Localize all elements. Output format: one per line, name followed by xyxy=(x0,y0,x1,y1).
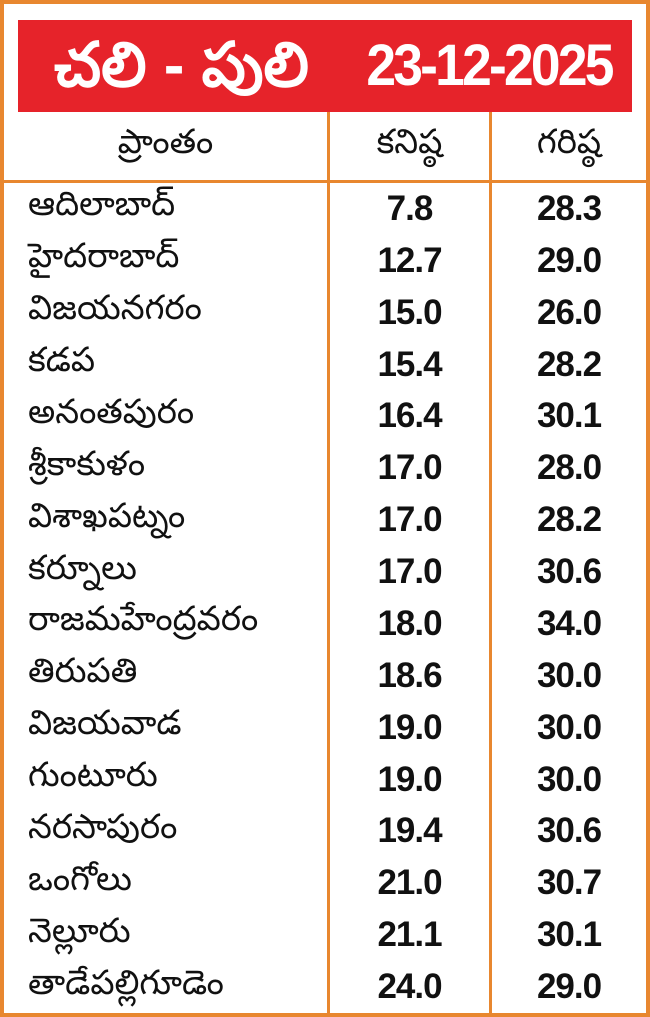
region-cell: తిరుపతి xyxy=(28,652,138,691)
region-cell: శ్రీకాకుళం xyxy=(28,444,146,483)
min-temp-cell: 19.0 xyxy=(327,701,489,754)
min-temp-cell: 17.0 xyxy=(327,442,489,495)
region-cell: విశాఖపట్నం xyxy=(28,496,186,535)
region-cell: తాడేపల్లిగూడెం xyxy=(28,963,224,1002)
min-temp-cell: 19.0 xyxy=(327,753,489,806)
min-temp-cell: 15.4 xyxy=(327,338,489,391)
max-temp-cell: 28.0 xyxy=(489,442,646,495)
min-temp-cell: 18.0 xyxy=(327,598,489,650)
column-header-region: ప్రాంతం xyxy=(4,112,327,183)
max-temp-cell: 30.6 xyxy=(489,805,646,858)
temperature-table: ప్రాంతం కనిష్ఠ గరిష్ఠ ఆదిలాబాద్ 7.8 28.3… xyxy=(4,112,646,1013)
header-banner: చలి - పులి 23-12-2025 xyxy=(18,20,632,112)
min-temp-cell: 24.0 xyxy=(327,961,489,1013)
region-cell: కర్నూలు xyxy=(28,548,137,587)
region-cell: నెల్లూరు xyxy=(28,911,131,950)
region-cell: హైదరాబాద్ xyxy=(28,237,180,276)
max-temp-cell: 30.6 xyxy=(489,546,646,598)
min-temp-cell: 18.6 xyxy=(327,649,489,702)
report-date: 23-12-2025 xyxy=(366,33,615,98)
max-temp-cell: 30.1 xyxy=(489,390,646,443)
min-temp-cell: 16.4 xyxy=(327,390,489,443)
max-temp-cell: 30.7 xyxy=(489,857,646,910)
max-temp-cell: 28.3 xyxy=(489,183,646,235)
region-cell: గుంటూరు xyxy=(28,756,158,795)
min-temp-cell: 21.0 xyxy=(327,857,489,910)
column-header-max: గరిష్ఠ xyxy=(489,112,646,183)
max-temp-cell: 30.0 xyxy=(489,701,646,754)
region-cell: నరసాపురం xyxy=(28,807,178,846)
region-cell: అనంతపురం xyxy=(28,392,195,431)
max-temp-cell: 34.0 xyxy=(489,598,646,650)
max-temp-cell: 28.2 xyxy=(489,494,646,547)
region-cell: ఒంగోలు xyxy=(28,859,132,898)
max-temp-cell: 30.1 xyxy=(489,909,646,962)
min-temp-cell: 7.8 xyxy=(327,183,489,235)
min-temp-cell: 17.0 xyxy=(327,494,489,547)
max-temp-cell: 28.2 xyxy=(489,338,646,391)
min-temp-cell: 17.0 xyxy=(327,546,489,598)
region-cell: విజయనగరం xyxy=(28,289,202,328)
min-temp-cell: 21.1 xyxy=(327,909,489,962)
max-temp-cell: 29.0 xyxy=(489,234,646,287)
page-title: చలి - పులి xyxy=(54,31,309,100)
min-temp-cell: 12.7 xyxy=(327,234,489,287)
region-cell: కడప xyxy=(28,341,96,380)
max-temp-cell: 26.0 xyxy=(489,286,646,339)
min-temp-cell: 19.4 xyxy=(327,805,489,858)
region-cell: విజయవాడ xyxy=(28,704,182,743)
max-temp-cell: 29.0 xyxy=(489,961,646,1013)
column-header-min: కనిష్ఠ xyxy=(327,112,489,183)
max-temp-cell: 30.0 xyxy=(489,753,646,806)
region-cell: రాజమహేంద్రవరం xyxy=(28,600,259,639)
max-temp-cell: 30.0 xyxy=(489,649,646,702)
region-cell: ఆదిలాబాద్ xyxy=(28,185,176,224)
min-temp-cell: 15.0 xyxy=(327,286,489,339)
